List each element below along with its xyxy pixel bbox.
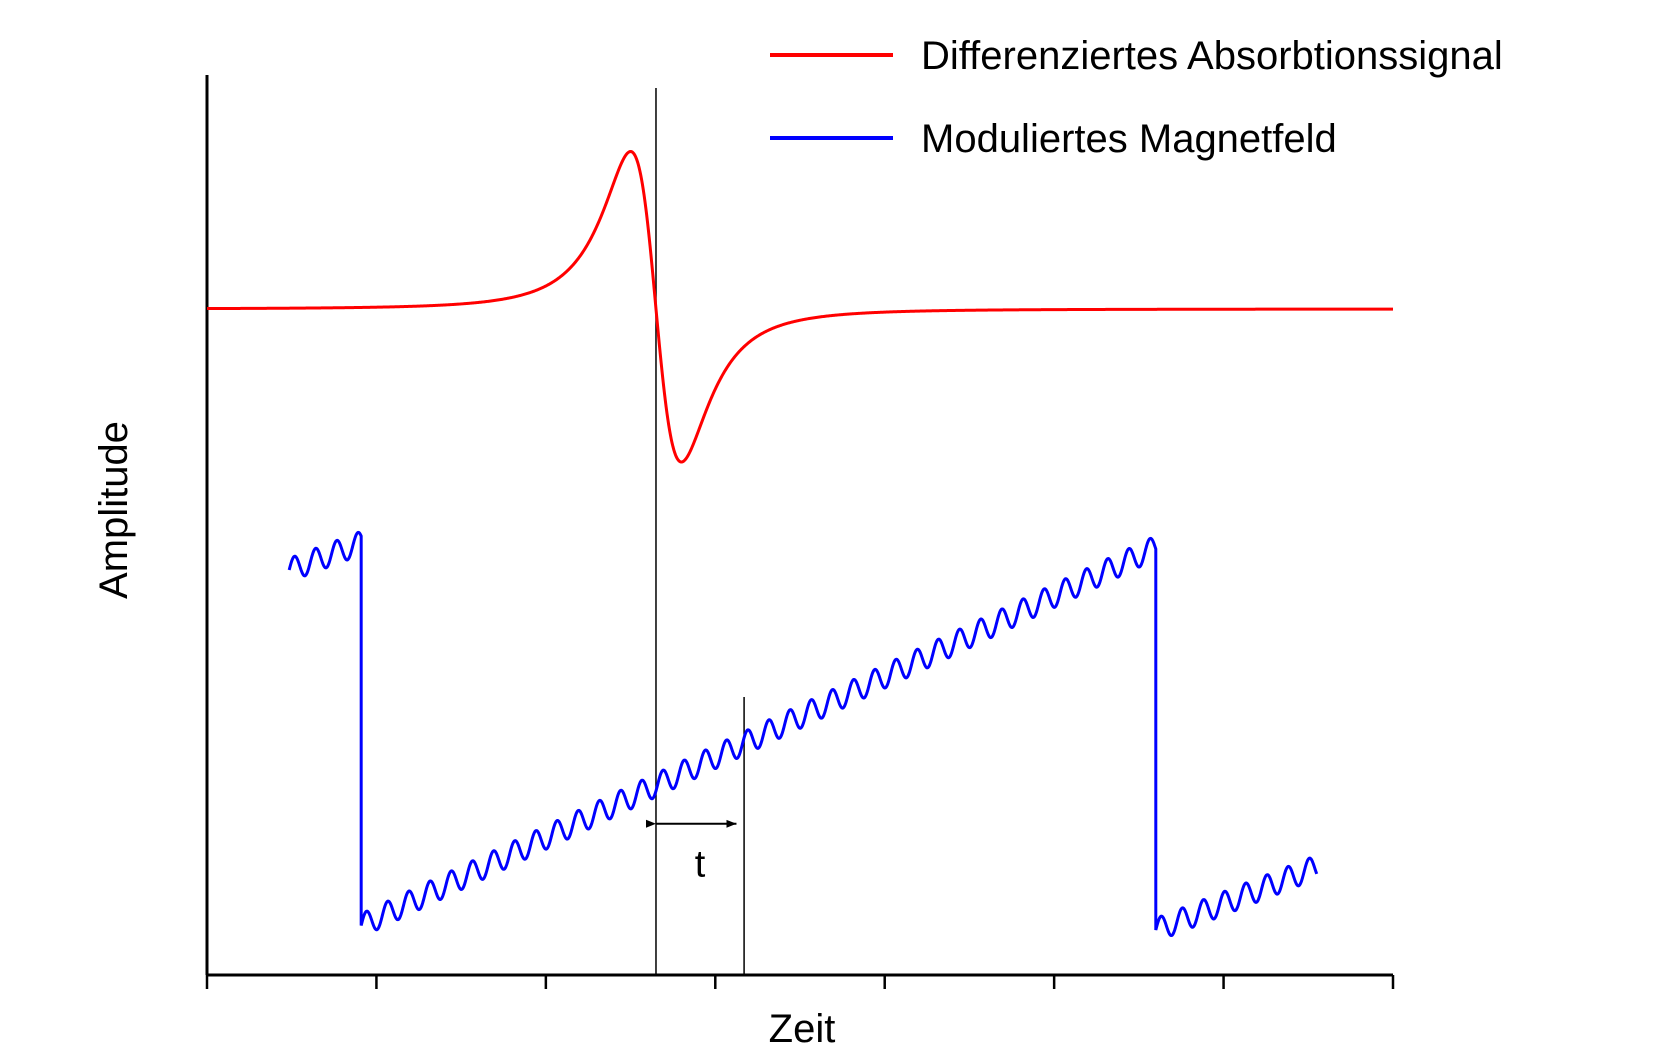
vertical-markers (655, 88, 745, 975)
x-ticks (205, 975, 1395, 989)
x-axis-label: Zeit (769, 1007, 836, 1051)
legend-label-magnetic-field: Moduliertes Magnetfeld (921, 117, 1337, 161)
annotation-t: t (645, 819, 737, 886)
y-axis-label: Amplitude (92, 421, 136, 599)
legend-entry-magnetic-field: Moduliertes Magnetfeld (770, 117, 1337, 161)
legend-entry-absorption: Differenziertes Absorbtionssignal (770, 34, 1503, 78)
legend-label-absorption: Differenziertes Absorbtionssignal (921, 34, 1503, 78)
axes (205, 75, 1395, 989)
legend: Differenziertes Absorbtionssignal Moduli… (770, 34, 1503, 161)
annotation-label: t (695, 844, 706, 886)
series-line-magnetic-field (287, 530, 1319, 938)
series-line-absorption (207, 149, 1393, 464)
